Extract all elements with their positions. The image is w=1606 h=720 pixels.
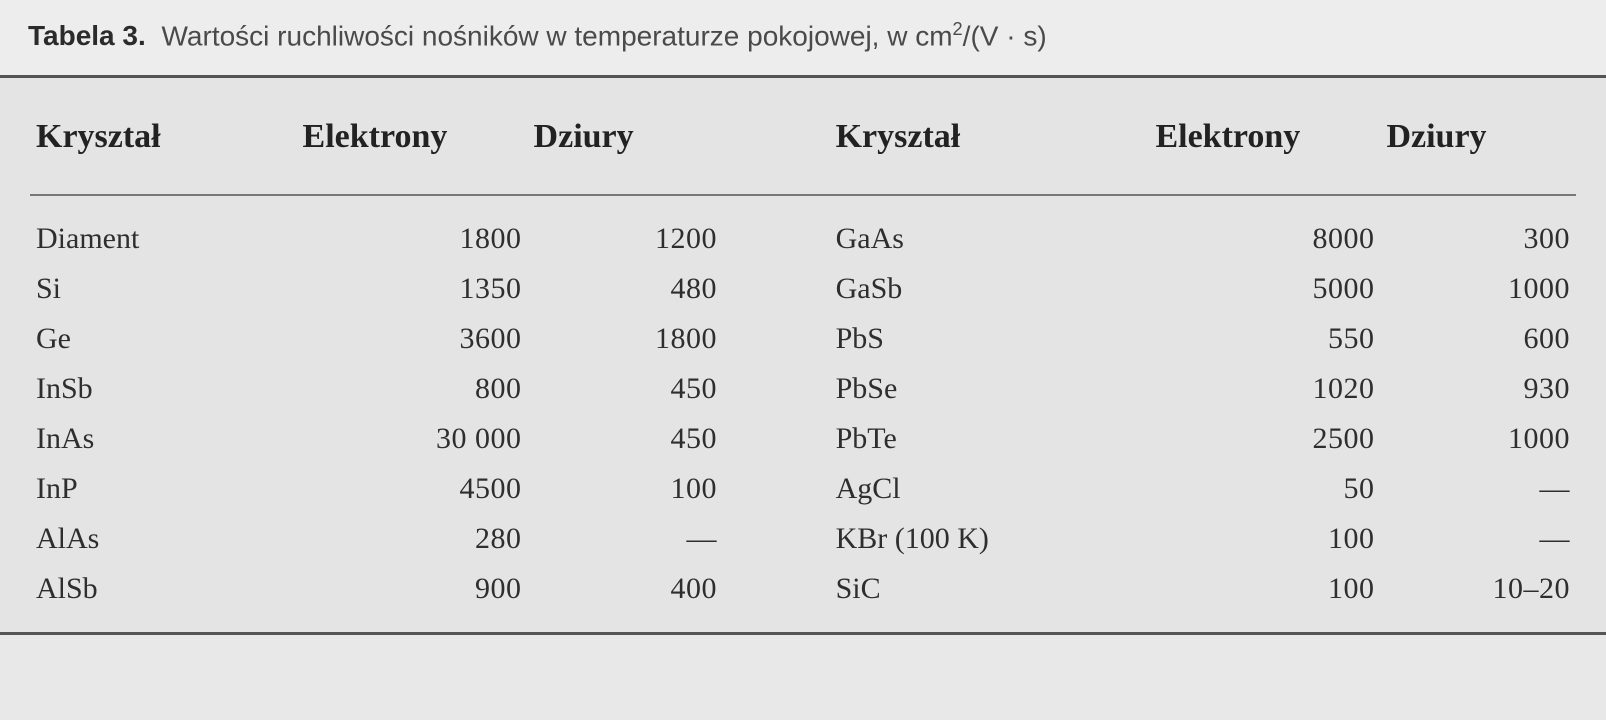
cell-holes: 600 <box>1380 314 1576 364</box>
cell-holes: 100 <box>528 464 723 514</box>
cell-spacer <box>723 414 830 464</box>
cell-electrons: 8000 <box>1149 195 1380 264</box>
cell-electrons: 100 <box>1149 564 1380 632</box>
col-header-electrons-left: Elektrony <box>297 78 528 195</box>
cell-holes: — <box>1380 514 1576 564</box>
col-spacer <box>723 78 830 195</box>
cell-crystal: InP <box>30 464 297 514</box>
cell-electrons: 800 <box>297 364 528 414</box>
cell-electrons: 550 <box>1149 314 1380 364</box>
cell-holes: 450 <box>528 414 723 464</box>
table-row: AlAs280—KBr (100 K)100— <box>30 514 1576 564</box>
cell-crystal: GaAs <box>830 195 1150 264</box>
col-header-electrons-right: Elektrony <box>1149 78 1380 195</box>
col-header-holes-right: Dziury <box>1380 78 1576 195</box>
col-header-crystal-right: Kryształ <box>830 78 1150 195</box>
cell-electrons: 280 <box>297 514 528 564</box>
table-row: InSb800450 PbSe1020930 <box>30 364 1576 414</box>
cell-crystal: AlSb <box>30 564 297 632</box>
cell-spacer <box>723 264 830 314</box>
cell-electrons: 5000 <box>1149 264 1380 314</box>
cell-spacer <box>723 195 830 264</box>
cell-electrons: 900 <box>297 564 528 632</box>
cell-spacer <box>723 564 830 632</box>
caption-text-after: /(V · s) <box>963 20 1047 51</box>
cell-holes: 300 <box>1380 195 1576 264</box>
cell-crystal: InSb <box>30 364 297 414</box>
cell-crystal: AlAs <box>30 514 297 564</box>
table-row: Si1350480 GaSb50001000 <box>30 264 1576 314</box>
cell-electrons: 1020 <box>1149 364 1380 414</box>
cell-crystal: PbS <box>830 314 1150 364</box>
cell-spacer <box>723 514 830 564</box>
cell-crystal: Diament <box>30 195 297 264</box>
caption-label: Tabela 3. <box>28 20 146 51</box>
cell-holes: 1200 <box>528 195 723 264</box>
cell-electrons: 50 <box>1149 464 1380 514</box>
table-container: Kryształ Elektrony Dziury Kryształ Elekt… <box>0 75 1606 635</box>
cell-holes: 400 <box>528 564 723 632</box>
caption-exponent: 2 <box>953 19 963 39</box>
cell-spacer <box>723 464 830 514</box>
cell-crystal: KBr (100 K) <box>830 514 1150 564</box>
cell-crystal: AgCl <box>830 464 1150 514</box>
cell-holes: 450 <box>528 364 723 414</box>
cell-crystal: Ge <box>30 314 297 364</box>
caption-text-before: Wartości ruchliwości nośników w temperat… <box>162 20 953 51</box>
cell-crystal: SiC <box>830 564 1150 632</box>
cell-electrons: 30 000 <box>297 414 528 464</box>
cell-crystal: PbSe <box>830 364 1150 414</box>
page: Tabela 3. Wartości ruchliwości nośników … <box>0 0 1606 720</box>
cell-holes: 930 <box>1380 364 1576 414</box>
cell-crystal: PbTe <box>830 414 1150 464</box>
table-row: InAs30 000450 PbTe25001000 <box>30 414 1576 464</box>
cell-holes: — <box>1380 464 1576 514</box>
cell-holes: — <box>528 514 723 564</box>
cell-crystal: InAs <box>30 414 297 464</box>
cell-electrons: 3600 <box>297 314 528 364</box>
cell-electrons: 4500 <box>297 464 528 514</box>
table-row: AlSb900400 SiC10010–20 <box>30 564 1576 632</box>
cell-spacer <box>723 364 830 414</box>
cell-electrons: 2500 <box>1149 414 1380 464</box>
cell-electrons: 100 <box>1149 514 1380 564</box>
col-header-crystal-left: Kryształ <box>30 78 297 195</box>
cell-electrons: 1350 <box>297 264 528 314</box>
cell-crystal: Si <box>30 264 297 314</box>
cell-holes: 1000 <box>1380 264 1576 314</box>
table-header-row: Kryształ Elektrony Dziury Kryształ Elekt… <box>30 78 1576 195</box>
table-body: Diament18001200GaAs8000300Si1350480GaSb5… <box>30 195 1576 632</box>
cell-crystal: GaSb <box>830 264 1150 314</box>
cell-holes: 480 <box>528 264 723 314</box>
table-caption: Tabela 3. Wartości ruchliwości nośników … <box>0 0 1606 75</box>
cell-holes: 10–20 <box>1380 564 1576 632</box>
table-row: Diament18001200 GaAs8000300 <box>30 195 1576 264</box>
table-row: Ge36001800 PbS550600 <box>30 314 1576 364</box>
cell-holes: 1800 <box>528 314 723 364</box>
table-row: InP4500100 AgCl50— <box>30 464 1576 514</box>
mobility-table: Kryształ Elektrony Dziury Kryształ Elekt… <box>30 78 1576 632</box>
cell-spacer <box>723 314 830 364</box>
col-header-holes-left: Dziury <box>528 78 723 195</box>
cell-holes: 1000 <box>1380 414 1576 464</box>
cell-electrons: 1800 <box>297 195 528 264</box>
